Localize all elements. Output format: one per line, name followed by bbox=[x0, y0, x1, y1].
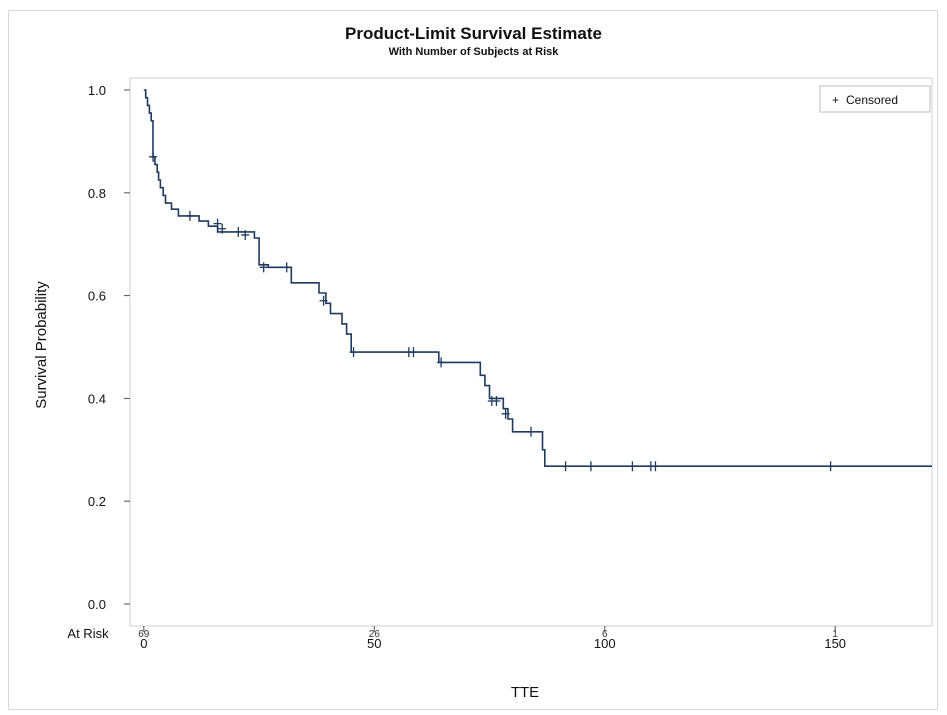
x-axis: 0 50 100 150 bbox=[140, 626, 846, 651]
legend-box bbox=[819, 85, 931, 113]
censored-mark bbox=[319, 295, 328, 306]
censored-marks bbox=[149, 151, 835, 472]
plot-area bbox=[129, 77, 933, 627]
y-tick-label: 1.0 bbox=[88, 83, 106, 98]
censored-mark bbox=[234, 226, 243, 237]
censored-mark bbox=[561, 461, 570, 472]
x-tick-label: 0 bbox=[140, 636, 147, 651]
y-tick-label: 0.4 bbox=[88, 391, 106, 406]
x-tick-label: 100 bbox=[594, 636, 616, 651]
x-tick-label: 150 bbox=[824, 636, 846, 651]
censored-mark bbox=[492, 395, 501, 406]
censored-mark bbox=[409, 347, 418, 358]
at-risk-label: At Risk bbox=[67, 626, 109, 641]
censored-mark bbox=[149, 151, 158, 162]
at-risk-count: 6 bbox=[602, 629, 608, 640]
at-risk-row: 69 26 6 1 bbox=[138, 629, 838, 640]
censored-mark bbox=[282, 262, 291, 273]
y-tick-label: 0.2 bbox=[88, 494, 106, 509]
at-risk-count: 26 bbox=[369, 629, 381, 640]
censored-mark bbox=[259, 262, 268, 273]
legend-label: Censored bbox=[846, 93, 898, 107]
chart-title: Product-Limit Survival Estimate bbox=[345, 24, 602, 43]
x-tick-label: 50 bbox=[367, 636, 381, 651]
at-risk-count: 69 bbox=[138, 629, 150, 640]
censored-mark bbox=[185, 210, 194, 221]
y-axis-title: Survival Probability bbox=[33, 281, 50, 409]
censored-mark bbox=[826, 461, 835, 472]
censored-mark bbox=[241, 229, 250, 240]
censored-mark bbox=[628, 461, 637, 472]
at-risk-count: 1 bbox=[832, 629, 838, 640]
legend-symbol: + bbox=[832, 93, 839, 107]
survival-curve bbox=[143, 89, 932, 467]
censored-mark bbox=[218, 223, 227, 234]
censored-mark bbox=[651, 461, 660, 472]
y-axis: 0.0 0.2 0.4 0.6 0.8 1.0 bbox=[88, 83, 130, 612]
y-tick-label: 0.0 bbox=[88, 597, 106, 612]
censored-mark bbox=[349, 347, 358, 358]
y-tick-label: 0.8 bbox=[88, 186, 106, 201]
censored-mark bbox=[586, 461, 595, 472]
legend: + Censored bbox=[819, 85, 931, 113]
censored-mark bbox=[213, 218, 222, 229]
chart-frame bbox=[8, 10, 938, 710]
censored-mark bbox=[501, 408, 510, 419]
censored-mark bbox=[437, 357, 446, 368]
censored-mark bbox=[527, 426, 535, 437]
x-axis-title: TTE bbox=[511, 684, 539, 701]
chart-subtitle: With Number of Subjects at Risk bbox=[388, 46, 559, 58]
y-tick-label: 0.6 bbox=[88, 289, 106, 304]
